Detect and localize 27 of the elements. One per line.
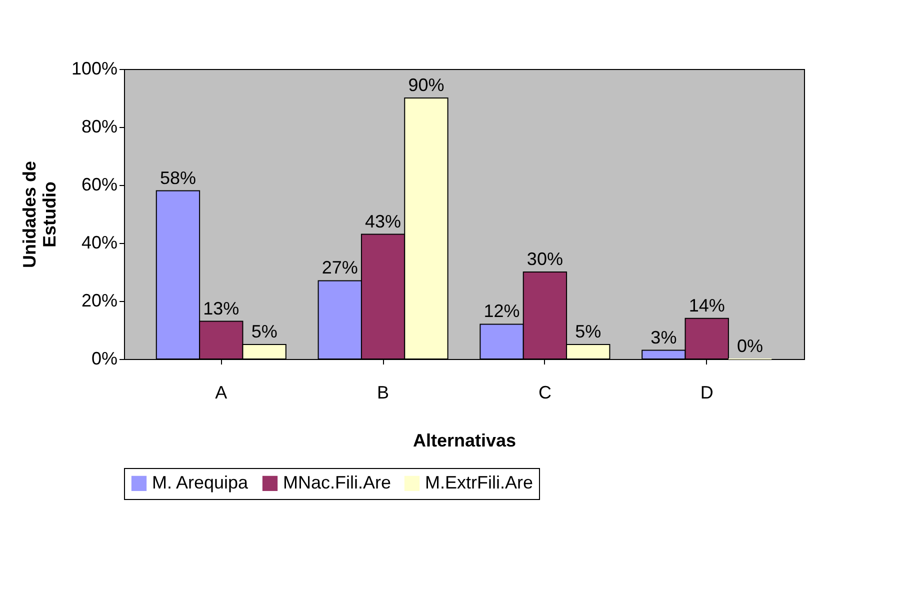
legend-label: M. Arequipa [152,472,250,492]
legend-label: M.ExtrFili.Are [425,472,533,492]
data-label: 0% [737,336,764,356]
data-label: 27% [322,258,358,278]
y-tick-label: 40% [81,232,118,252]
data-label: 5% [575,322,602,342]
data-label: 90% [408,75,444,95]
data-label: 30% [526,249,563,269]
data-label: 14% [688,295,725,316]
data-label: 12% [484,301,520,322]
x-tick-label: D [700,382,714,402]
y-axis-title: Unidades de Estudio [19,160,60,268]
y-tick-label: 20% [81,290,118,310]
y-tick-label: 0% [91,348,118,368]
data-label: 43% [365,211,402,232]
y-tick-label: 60% [81,174,118,194]
data-label: 13% [203,298,240,318]
data-label: 58% [160,168,196,188]
y-tick-label: 100% [71,58,118,78]
x-tick-label: B [377,382,390,402]
x-tick-label: A [215,382,228,402]
x-axis-title: Alternativas [412,430,516,450]
legend-label: MNac.Fili.Are [283,472,392,492]
x-tick-label: C [538,382,552,402]
y-tick-label: 80% [81,116,118,136]
data-label: 3% [650,327,677,348]
data-label: 5% [251,322,278,342]
